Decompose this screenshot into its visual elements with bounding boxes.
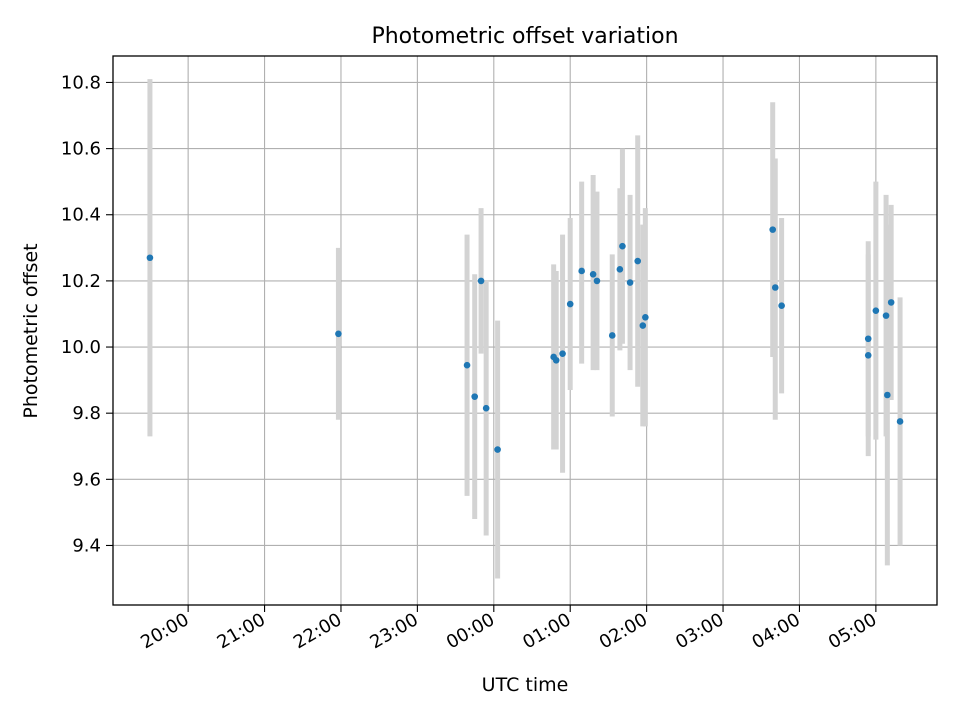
y-tick-label: 10.2	[61, 271, 101, 292]
data-point	[896, 418, 904, 425]
data-point	[872, 307, 880, 314]
data-point	[626, 279, 634, 286]
data-point	[884, 391, 891, 399]
y-tick-label: 10.0	[61, 337, 101, 358]
data-point	[619, 242, 626, 250]
data-point	[482, 404, 490, 412]
data-point	[566, 300, 574, 308]
data-point	[494, 446, 501, 453]
data-point	[769, 226, 777, 233]
y-axis-ticks: 9.4 9.6 9.8 10.0 10.2 10.4 10.6 10.8	[61, 72, 113, 556]
y-tick-label: 9.8	[72, 403, 101, 424]
data-point	[146, 254, 154, 262]
x-axis-title: UTC time	[482, 674, 569, 696]
y-tick-label: 10.8	[61, 72, 101, 93]
data-point	[335, 330, 342, 338]
data-point	[471, 393, 478, 400]
y-tick-label: 10.6	[61, 139, 101, 160]
data-point	[559, 350, 566, 357]
y-axis-title: Photometric offset	[20, 243, 42, 418]
data-point	[616, 266, 624, 273]
y-tick-label: 9.4	[72, 535, 101, 556]
data-point	[639, 322, 647, 329]
data-point	[864, 335, 872, 343]
data-point	[778, 302, 785, 309]
data-point	[608, 332, 616, 339]
chart-title: Photometric offset variation	[371, 24, 678, 49]
data-point	[634, 257, 642, 265]
data-point	[552, 356, 560, 364]
data-point	[593, 277, 601, 285]
data-point	[642, 313, 649, 321]
data-point	[864, 352, 872, 359]
y-tick-label: 10.4	[61, 205, 101, 226]
plot-frame	[112, 55, 938, 606]
data-point	[771, 284, 779, 291]
data-point	[887, 299, 895, 306]
y-tick-label: 9.6	[72, 469, 101, 490]
grid-lines	[113, 56, 937, 605]
data-point	[578, 267, 585, 275]
data-points	[146, 226, 904, 453]
data-point	[477, 277, 485, 285]
data-point	[882, 312, 890, 319]
data-point	[589, 270, 597, 278]
data-point	[463, 361, 471, 369]
